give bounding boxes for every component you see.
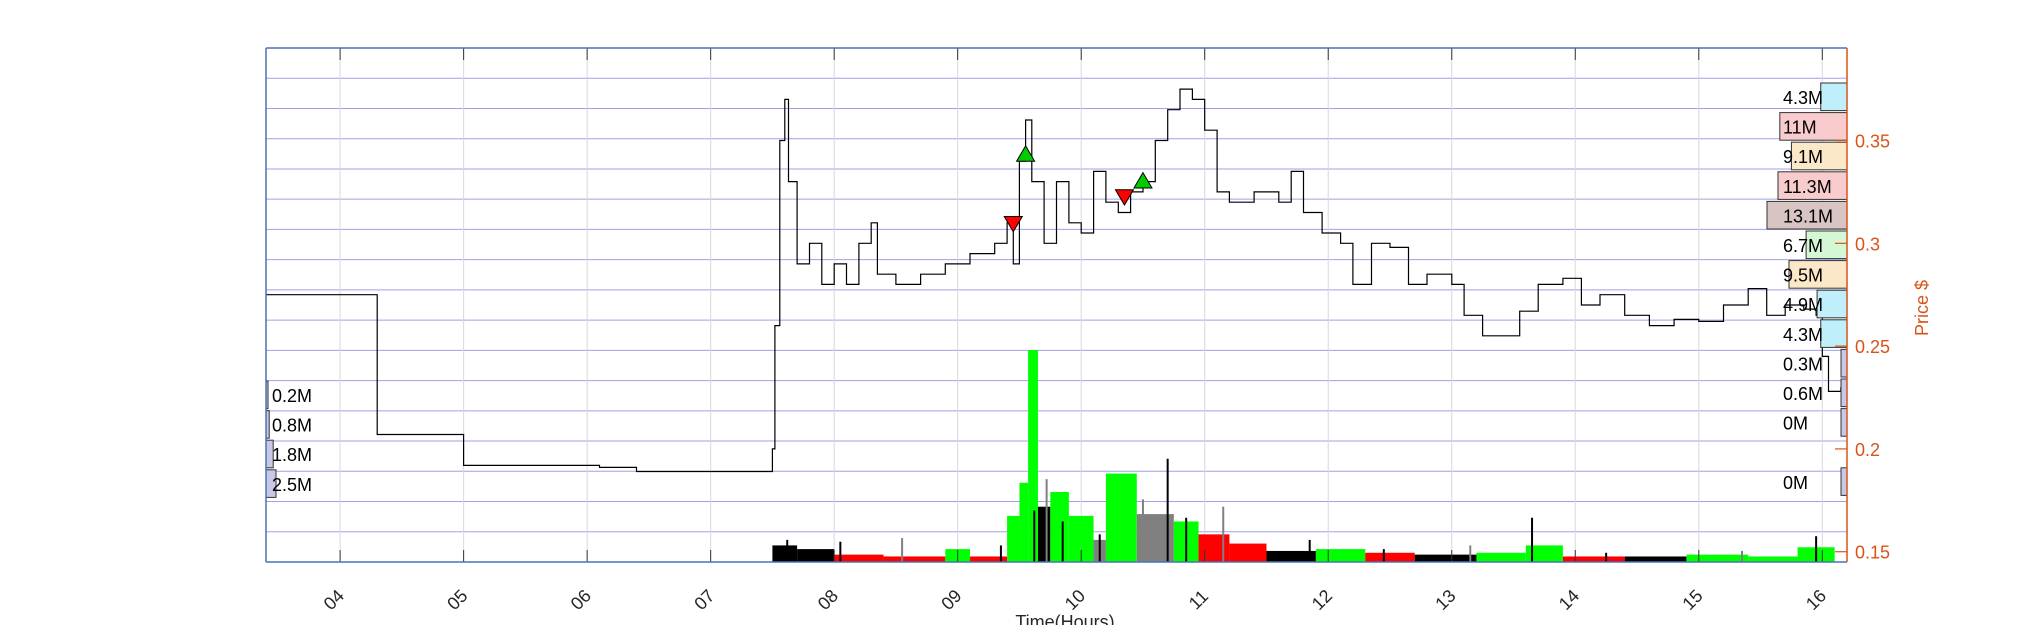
volume-bar xyxy=(1028,350,1038,562)
profile-bar xyxy=(1840,378,1848,408)
profile-label: 11M xyxy=(1783,118,1817,138)
profile-bar xyxy=(1790,141,1848,171)
x-axis-label: Time(Hours) xyxy=(1015,612,1114,625)
y-tick-label: 0.15 xyxy=(1855,543,1890,563)
profile-label: 9.5M xyxy=(1783,266,1823,286)
volume-bar xyxy=(1198,534,1230,562)
volume-bar xyxy=(1414,554,1477,562)
volume-bar xyxy=(1229,543,1267,562)
volume-bar xyxy=(1050,491,1069,562)
profile-label-left: 2.5M xyxy=(272,475,312,495)
volume-bar xyxy=(834,554,884,562)
profile-bar xyxy=(1820,319,1848,348)
profile-label: 4.3M xyxy=(1783,325,1823,345)
profile-label: 11.3M xyxy=(1783,177,1832,197)
volume-bar xyxy=(797,549,835,562)
profile-bar xyxy=(1840,467,1848,496)
volume-bar xyxy=(1105,473,1137,562)
volume-bar xyxy=(1624,556,1687,562)
buy-marker xyxy=(1133,171,1153,189)
y-tick-label: 0.35 xyxy=(1855,132,1890,152)
profile-label-left: 1.8M xyxy=(272,445,312,465)
price-series xyxy=(266,88,1842,473)
profile-label-left: 0.8M xyxy=(272,416,312,436)
volume-bar xyxy=(1686,554,1749,562)
profile-label: 0.3M xyxy=(1783,354,1823,374)
profile-label-left: 0.2M xyxy=(272,386,312,406)
profile-label: 4.9M xyxy=(1783,295,1823,315)
volume-bar xyxy=(1007,515,1020,562)
volume-bar xyxy=(970,556,1008,562)
profile-bar xyxy=(1779,112,1848,141)
volume-bar xyxy=(1365,552,1415,562)
profile-label: 13.1M xyxy=(1783,206,1833,226)
profile-label: 6.7M xyxy=(1783,236,1823,256)
profile-label: 4.3M xyxy=(1783,88,1823,108)
y-axis-label: Price $ xyxy=(1912,280,1932,336)
volume-bar xyxy=(1315,549,1366,562)
profile-bar xyxy=(1840,348,1848,378)
profile-bar xyxy=(1840,408,1848,437)
volume-bar xyxy=(1562,556,1625,562)
price-line xyxy=(266,88,1842,473)
profile-label: 0M xyxy=(1783,414,1808,434)
volume-bar xyxy=(1019,482,1029,562)
y-tick-label: 0.3 xyxy=(1855,234,1880,254)
volume-bar xyxy=(772,545,798,562)
trade-markers xyxy=(1003,144,1153,233)
volume-bar xyxy=(1748,556,1798,562)
profile-bar xyxy=(1788,260,1848,289)
volume-bar xyxy=(1037,506,1051,562)
volume-bar xyxy=(1266,550,1316,562)
profile-label: 0M xyxy=(1783,473,1808,493)
profile-label: 0.6M xyxy=(1783,384,1823,404)
y-tick-label: 0.25 xyxy=(1855,337,1890,357)
profile-bar xyxy=(1820,82,1848,112)
volume-bar xyxy=(883,556,946,562)
volume-bar xyxy=(1476,552,1526,562)
profile-bar xyxy=(1766,200,1848,230)
sell-marker xyxy=(1114,189,1135,207)
y-tick-label: 0.2 xyxy=(1855,440,1880,460)
buy-marker xyxy=(1015,144,1036,162)
sell-marker xyxy=(1003,215,1024,233)
profile-label: 9.1M xyxy=(1783,147,1823,167)
volume-bar xyxy=(1525,545,1563,562)
profile-bar xyxy=(1805,230,1848,260)
volume-bars xyxy=(772,350,1835,562)
axes xyxy=(265,47,1848,563)
